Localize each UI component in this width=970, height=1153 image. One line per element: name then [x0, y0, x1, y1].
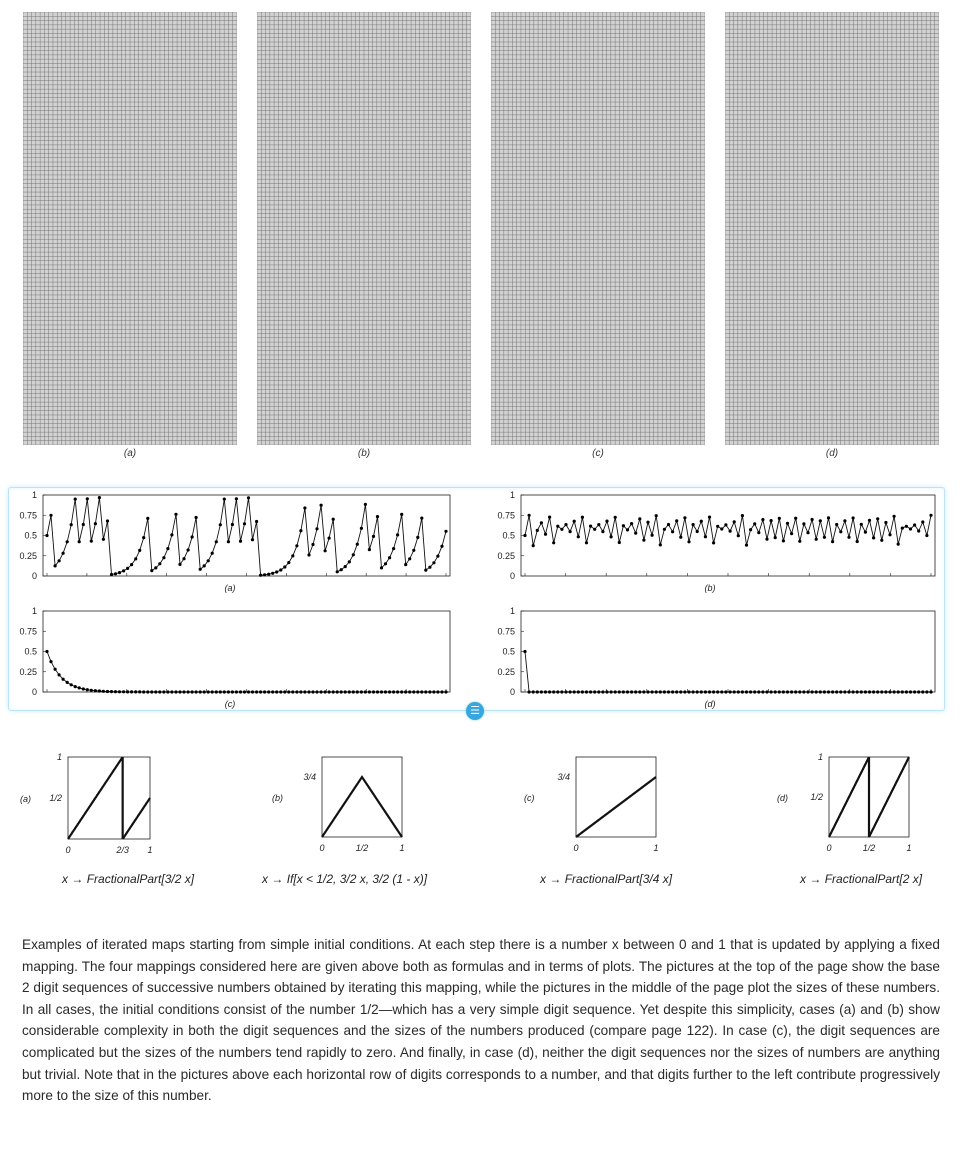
digit-grid-label-c: (c): [592, 448, 604, 459]
y-tick-label: 0.5: [24, 531, 37, 541]
digit-grid-label-d: (d): [825, 448, 839, 459]
digit-grid-a: [23, 12, 237, 445]
digit-grid-c: [491, 12, 705, 445]
grid-lines: [257, 12, 471, 445]
y-tick-label: 0.75: [19, 510, 37, 520]
size-plot-a: 10.750.50.250(a): [19, 490, 451, 593]
digit-grid-label-a: (a): [123, 448, 137, 459]
y-tick-label: 0.25: [19, 551, 37, 561]
grid-lines: [725, 12, 939, 445]
y-tick-label: 1: [32, 490, 37, 500]
digit-grid-d: [725, 12, 939, 445]
size-plots-frame[interactable]: [8, 487, 945, 711]
digit-grid-label-b: (b): [357, 448, 371, 459]
size-plots: 10.750.50.250(a)10.750.50.250(b)10.750.5…: [19, 490, 936, 709]
grid-lines: [491, 12, 705, 445]
digit-grid-b: [257, 12, 471, 445]
grid-lines: [23, 12, 237, 445]
